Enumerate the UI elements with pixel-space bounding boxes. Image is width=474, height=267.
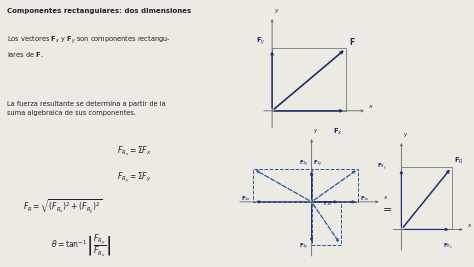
Text: $=$: $=$: [381, 203, 393, 213]
Text: La fuerza resultante se determina a partir de la
suma algebraica de sus componen: La fuerza resultante se determina a part…: [7, 101, 166, 116]
Text: $\theta = \tan^{-1}\left|\dfrac{F_{R_y}}{F_{R_x}}\right|$: $\theta = \tan^{-1}\left|\dfrac{F_{R_y}}…: [51, 232, 111, 259]
Text: $y$: $y$: [273, 7, 280, 15]
Text: $\mathbf{F}_{1x}$: $\mathbf{F}_{1x}$: [360, 194, 370, 203]
Text: $y$: $y$: [403, 131, 409, 139]
Text: $F_{R_y} = \Sigma F_y$: $F_{R_y} = \Sigma F_y$: [117, 171, 151, 186]
Text: Los vectores $\mathbf{F}$$_x$ y $\mathbf{F}$$_y$ son componentes rectangu-
lares: Los vectores $\mathbf{F}$$_x$ y $\mathbf…: [7, 35, 171, 59]
Text: $x$: $x$: [383, 194, 388, 201]
Text: $\mathbf{F}_{3x}$: $\mathbf{F}_{3x}$: [323, 199, 333, 208]
Text: $\mathbf{F}$: $\mathbf{F}$: [349, 36, 356, 47]
Text: $F_R = \sqrt{(F_{R_x})^2 + (F_{R_y})^2}$: $F_R = \sqrt{(F_{R_x})^2 + (F_{R_y})^2}$: [23, 198, 102, 216]
Text: $\mathbf{F}_{1y}$: $\mathbf{F}_{1y}$: [313, 159, 324, 169]
Text: $\mathbf{F}_{2y}$: $\mathbf{F}_{2y}$: [299, 159, 309, 169]
Text: $F_{R_x} = \Sigma F_x$: $F_{R_x} = \Sigma F_x$: [117, 144, 151, 158]
Text: $x$: $x$: [467, 222, 472, 229]
Text: $\mathbf{F}_{3y}$: $\mathbf{F}_{3y}$: [299, 242, 309, 252]
Text: $\mathbf{F}_y$: $\mathbf{F}_y$: [256, 35, 265, 47]
Text: $\mathbf{F}_R$: $\mathbf{F}_R$: [454, 155, 463, 166]
Text: $\mathbf{F}_{R_x}$: $\mathbf{F}_{R_x}$: [443, 241, 453, 251]
Text: $y$: $y$: [313, 127, 319, 135]
Text: $\mathbf{F}_x$: $\mathbf{F}_x$: [333, 127, 343, 137]
Text: $\mathbf{F}_{2x}$: $\mathbf{F}_{2x}$: [241, 194, 251, 203]
Text: $\mathbf{F}_{R_y}$: $\mathbf{F}_{R_y}$: [377, 162, 387, 173]
Text: $x$: $x$: [368, 103, 374, 110]
Text: Componentes rectangulares: dos dimensiones: Componentes rectangulares: dos dimension…: [7, 8, 191, 14]
